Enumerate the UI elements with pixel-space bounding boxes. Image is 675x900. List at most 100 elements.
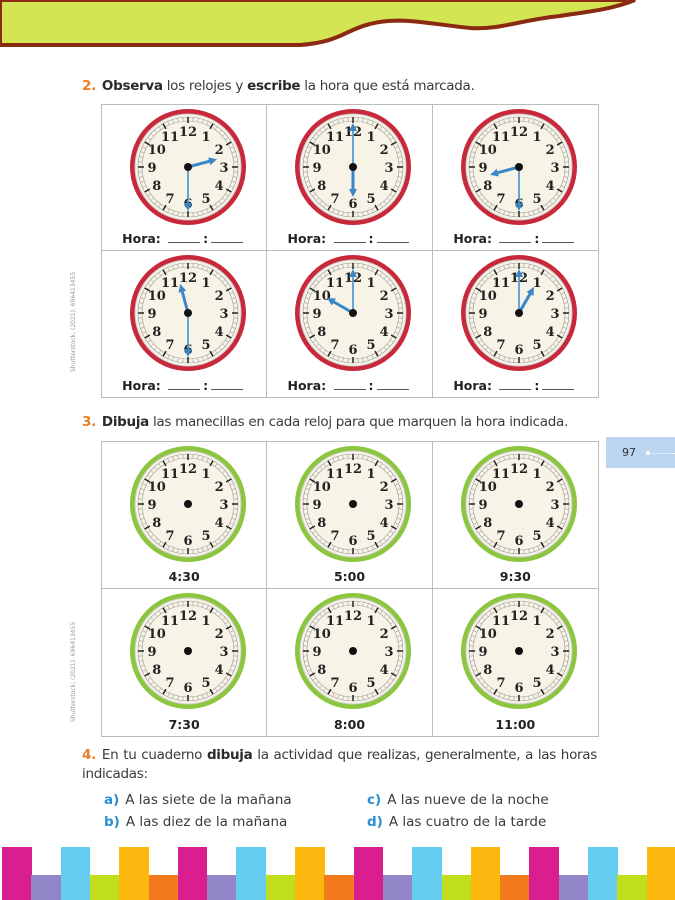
svg-text:3: 3	[550, 161, 559, 176]
svg-text:5: 5	[532, 676, 541, 691]
svg-text:12: 12	[179, 271, 197, 286]
svg-text:4: 4	[545, 516, 554, 531]
minute-blank	[211, 242, 244, 243]
svg-text:1: 1	[532, 467, 541, 482]
svg-text:1: 1	[201, 276, 210, 291]
svg-text:2: 2	[380, 627, 389, 642]
svg-text:7: 7	[331, 529, 340, 544]
minute-hand	[514, 167, 523, 211]
stripe	[529, 847, 559, 900]
stripe	[177, 847, 208, 900]
svg-text:10: 10	[148, 627, 166, 642]
clock-cell[interactable]: 1 2 3 4 5 6 7 8 9 10 11 12 7:30	[102, 589, 268, 736]
svg-text:4: 4	[380, 516, 389, 531]
hour-blank	[333, 242, 366, 243]
svg-text:6: 6	[514, 534, 523, 549]
svg-text:12: 12	[179, 609, 197, 624]
svg-text:5: 5	[532, 338, 541, 353]
svg-text:9: 9	[313, 645, 322, 660]
stripe	[119, 847, 149, 900]
svg-text:7: 7	[165, 192, 174, 207]
clock-cell[interactable]: 1 2 3 4 5 6 7 8 9 10 11 12 9:30	[432, 442, 598, 589]
svg-text:9: 9	[313, 498, 322, 513]
svg-text:8: 8	[152, 516, 161, 531]
hora-answer[interactable]: Hora: :	[102, 378, 266, 393]
svg-text:11: 11	[161, 130, 179, 145]
list-item: c) A las nueve de la noche	[367, 792, 549, 808]
svg-text:4: 4	[215, 179, 224, 194]
svg-text:6: 6	[183, 681, 192, 696]
svg-text:6: 6	[349, 534, 358, 549]
stripe	[588, 847, 618, 900]
svg-text:10: 10	[313, 143, 331, 158]
svg-text:3: 3	[550, 645, 559, 660]
svg-text:9: 9	[313, 307, 322, 322]
minute-blank	[376, 242, 409, 243]
clock-cell[interactable]: 1 2 3 4 5 6 7 8 9 10 11 12 11:00	[433, 589, 598, 736]
svg-text:1: 1	[367, 276, 376, 291]
clock-cell[interactable]: 1 2 3 4 5 6 7 8 9 10 11 12 4:30	[102, 442, 268, 589]
minute-hand	[184, 167, 192, 211]
hora-answer[interactable]: Hora: :	[102, 231, 266, 246]
hour-blank	[333, 389, 366, 390]
clock-cell[interactable]: 1 2 3 4 5 6 7 8 9 10 11 12 5:00	[267, 442, 433, 589]
stripe	[558, 875, 589, 900]
svg-text:4: 4	[545, 663, 554, 678]
svg-text:8: 8	[318, 179, 327, 194]
svg-text:5: 5	[532, 529, 541, 544]
svg-text:9: 9	[478, 161, 487, 176]
svg-text:7: 7	[496, 676, 505, 691]
svg-text:5: 5	[367, 192, 376, 207]
svg-text:1: 1	[532, 614, 541, 629]
hora-answer[interactable]: Hora: :	[433, 231, 598, 246]
image-credit: Shutterstock, (2021). 696413455	[70, 271, 77, 372]
svg-text:10: 10	[478, 480, 496, 495]
svg-text:10: 10	[478, 289, 496, 304]
stripe	[148, 875, 178, 900]
svg-text:9: 9	[147, 645, 156, 660]
svg-text:8: 8	[152, 663, 161, 678]
svg-text:4: 4	[545, 179, 554, 194]
stripe	[89, 875, 120, 900]
svg-text:5: 5	[201, 529, 210, 544]
svg-text:10: 10	[313, 289, 331, 304]
stripe	[2, 847, 32, 900]
stripe	[500, 875, 530, 900]
svg-text:5: 5	[532, 192, 541, 207]
svg-text:12: 12	[179, 125, 197, 140]
svg-text:8: 8	[483, 325, 492, 340]
target-time: 11:00	[495, 717, 536, 732]
svg-text:12: 12	[510, 609, 528, 624]
stripe	[60, 847, 91, 900]
svg-text:12: 12	[510, 462, 528, 477]
svg-text:2: 2	[545, 143, 554, 158]
svg-text:6: 6	[514, 681, 523, 696]
target-time: 5:00	[333, 569, 366, 584]
svg-text:11: 11	[492, 276, 510, 291]
minute-blank	[211, 389, 244, 390]
hora-answer[interactable]: Hora: :	[267, 231, 431, 246]
svg-text:3: 3	[385, 645, 394, 660]
svg-text:11: 11	[492, 130, 510, 145]
question-2-prompt: 2. Observa los relojes y escribe la hora …	[82, 78, 475, 94]
svg-text:7: 7	[165, 338, 174, 353]
svg-text:1: 1	[201, 130, 210, 145]
stripe	[31, 875, 61, 900]
hora-answer[interactable]: Hora: :	[433, 378, 598, 393]
stripe	[353, 847, 384, 900]
svg-text:2: 2	[380, 143, 389, 158]
svg-text:4: 4	[215, 663, 224, 678]
hour-blank	[168, 389, 201, 390]
svg-text:11: 11	[161, 467, 179, 482]
clock-cell[interactable]: 1 2 3 4 5 6 7 8 9 10 11 12 8:00	[267, 589, 433, 736]
hora-answer[interactable]: Hora: :	[267, 378, 431, 393]
